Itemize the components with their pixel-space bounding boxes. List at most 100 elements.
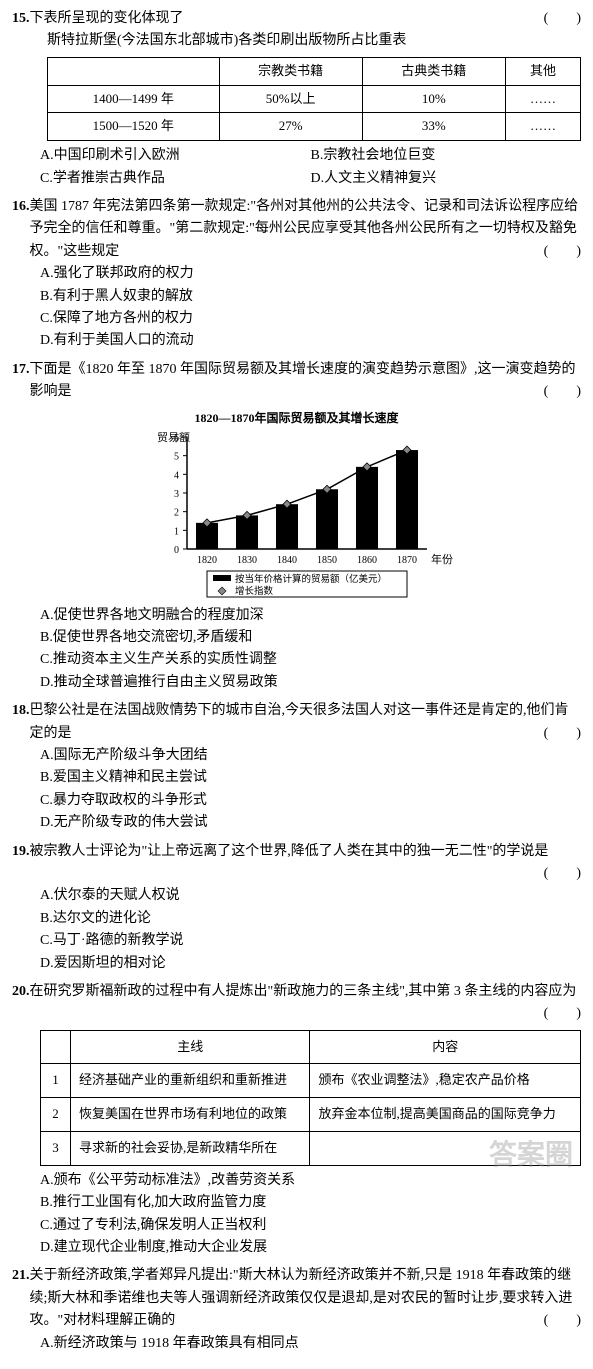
q-number: 16.: [12, 196, 30, 263]
option-c: C.保障了地方各州的权力: [40, 308, 581, 330]
svg-text:0: 0: [174, 545, 179, 556]
options: A.伏尔泰的天赋人权说 B.达尔文的进化论 C.马丁·路德的新教学说 D.爱因斯…: [40, 885, 581, 975]
option-b: B.促使世界各地交流密切,矛盾缓和: [40, 627, 581, 649]
stem: 下表所呈现的变化体现了: [30, 11, 184, 26]
option-a: A.中国印刷术引入欧洲: [40, 145, 311, 167]
svg-text:1820: 1820: [197, 555, 217, 566]
option-d: D.有利于美国人口的流动: [40, 330, 581, 352]
answer-paren: ( ): [544, 8, 581, 30]
question-20: 20. 在研究罗斯福新政的过程中有人提炼出"新政施力的三条主线",其中第 3 条…: [12, 981, 581, 1260]
svg-text:1840: 1840: [277, 555, 297, 566]
option-c: C.学者推崇古典作品: [40, 168, 311, 190]
answer-paren: ( ): [544, 1310, 581, 1332]
q-stem-text: 美国 1787 年宪法第四条第一款规定:"各州对其他州的公共法令、记录和司法诉讼…: [30, 196, 582, 263]
td: 1: [41, 1064, 71, 1098]
q-stem-text: 在研究罗斯福新政的过程中有人提炼出"新政施力的三条主线",其中第 3 条主线的内…: [30, 981, 582, 1026]
option-c: C.暴力夺取政权的斗争形式: [40, 790, 581, 812]
td: 1500—1520 年: [48, 113, 220, 141]
q-stem-text: 下面是《1820 年至 1870 年国际贸易额及其增长速度的演变趋势示意图》,这…: [30, 359, 582, 404]
stem: 下面是《1820 年至 1870 年国际贸易额及其增长速度的演变趋势示意图》,这…: [30, 362, 576, 399]
option-b: B.爱国主义精神和民主尝试: [40, 767, 581, 789]
q-number: 19.: [12, 841, 30, 886]
svg-text:年份: 年份: [431, 552, 453, 566]
options: A.颁布《公平劳动标准法》,改善劳资关系 B.推行工业国有化,加大政府监管力度 …: [40, 1170, 581, 1260]
td: ……: [505, 85, 580, 113]
question-19: 19. 被宗教人士评论为"让上帝远离了这个世界,降低了人类在其中的独一无二性"的…: [12, 841, 581, 975]
q-number: 20.: [12, 981, 30, 1026]
td: 放弃金本位制,提高美国商品的国际竞争力: [310, 1098, 581, 1132]
q-stem-text: 被宗教人士评论为"让上帝远离了这个世界,降低了人类在其中的独一无二性"的学说是 …: [30, 841, 582, 886]
q-stem-text: 关于新经济政策,学者郑异凡提出:"斯大林认为新经济政策并不新,只是 1918 年…: [30, 1265, 582, 1332]
svg-text:1: 1: [174, 526, 179, 537]
svg-text:1870: 1870: [397, 555, 417, 566]
question-21: 21. 关于新经济政策,学者郑异凡提出:"斯大林认为新经济政策并不新,只是 19…: [12, 1265, 581, 1355]
stem: 在研究罗斯福新政的过程中有人提炼出"新政施力的三条主线",其中第 3 条主线的内…: [30, 984, 577, 999]
option-c: C.推动资本主义生产关系的实质性调整: [40, 649, 581, 671]
th: 主线: [71, 1030, 310, 1064]
stem: 巴黎公社是在法国战败情势下的城市自治,今天很多法国人对这一事件还是肯定的,他们肯…: [30, 703, 569, 740]
td: ……: [505, 113, 580, 141]
td: 50%以上: [219, 85, 362, 113]
answer-paren: ( ): [544, 381, 581, 403]
option-a: A.促使世界各地文明融合的程度加深: [40, 605, 581, 627]
svg-text:1830: 1830: [237, 555, 257, 566]
q-stem-text: 下表所呈现的变化体现了 ( ): [30, 8, 582, 30]
th: [48, 57, 220, 85]
table-caption: 斯特拉斯堡(今法国东北部城市)各类印刷出版物所占比重表: [47, 30, 581, 52]
q-number: 18.: [12, 700, 30, 745]
option-a: A.颁布《公平劳动标准法》,改善劳资关系: [40, 1170, 581, 1192]
td: [310, 1132, 581, 1166]
td: 27%: [219, 113, 362, 141]
strasbourg-table: 宗教类书籍 古典类书籍 其他 1400—1499 年 50%以上 10% …… …: [47, 57, 581, 141]
options: A.中国印刷术引入欧洲 B.宗教社会地位巨变 C.学者推崇古典作品 D.人文主义…: [40, 145, 581, 190]
new-deal-table: 主线 内容 1 经济基础产业的重新组织和重新推进 颁布《农业调整法》,稳定农产品…: [40, 1030, 581, 1166]
td: 2: [41, 1098, 71, 1132]
th: 其他: [505, 57, 580, 85]
svg-text:4: 4: [174, 470, 179, 481]
option-d: D.推动全球普遍推行自由主义贸易政策: [40, 672, 581, 694]
stem: 被宗教人士评论为"让上帝远离了这个世界,降低了人类在其中的独一无二性"的学说是: [30, 844, 549, 859]
td: 10%: [362, 85, 505, 113]
trade-chart: 1820—1870年国际贸易额及其增长速度 贸易额012345618201830…: [12, 409, 581, 598]
option-d: D.建立现代企业制度,推动大企业发展: [40, 1237, 581, 1259]
stem: 关于新经济政策,学者郑异凡提出:"斯大林认为新经济政策并不新,只是 1918 年…: [30, 1268, 573, 1328]
option-b: B.有利于黑人奴隶的解放: [40, 286, 581, 308]
chart-title: 1820—1870年国际贸易额及其增长速度: [12, 409, 581, 428]
td: 3: [41, 1132, 71, 1166]
options: A.新经济政策与 1918 年春政策具有相同点: [40, 1333, 581, 1355]
svg-text:1850: 1850: [317, 555, 337, 566]
svg-text:2: 2: [174, 507, 179, 518]
svg-text:6: 6: [174, 433, 179, 444]
th: 古典类书籍: [362, 57, 505, 85]
td: 恢复美国在世界市场有利地位的政策: [71, 1098, 310, 1132]
q-stem-text: 巴黎公社是在法国战败情势下的城市自治,今天很多法国人对这一事件还是肯定的,他们肯…: [30, 700, 582, 745]
question-15: 15. 下表所呈现的变化体现了 ( ) 斯特拉斯堡(今法国东北部城市)各类印刷出…: [12, 8, 581, 190]
td: 1400—1499 年: [48, 85, 220, 113]
option-a: A.强化了联邦政府的权力: [40, 263, 581, 285]
option-b: B.宗教社会地位巨变: [311, 145, 582, 167]
th: 宗教类书籍: [219, 57, 362, 85]
option-d: D.爱因斯坦的相对论: [40, 953, 581, 975]
answer-paren: ( ): [544, 863, 581, 885]
q-number: 15.: [12, 8, 30, 30]
th: [41, 1030, 71, 1064]
option-d: D.人文主义精神复兴: [311, 168, 582, 190]
option-b: B.推行工业国有化,加大政府监管力度: [40, 1192, 581, 1214]
option-a: A.国际无产阶级斗争大团结: [40, 745, 581, 767]
answer-paren: ( ): [544, 241, 581, 263]
question-17: 17. 下面是《1820 年至 1870 年国际贸易额及其增长速度的演变趋势示意…: [12, 359, 581, 695]
svg-text:5: 5: [174, 451, 179, 462]
options: A.强化了联邦政府的权力 B.有利于黑人奴隶的解放 C.保障了地方各州的权力 D…: [40, 263, 581, 353]
answer-paren: ( ): [544, 723, 581, 745]
answer-paren: ( ): [544, 1003, 581, 1025]
option-a: A.新经济政策与 1918 年春政策具有相同点: [40, 1333, 581, 1355]
svg-text:按当年价格计算的贸易额（亿美元）: 按当年价格计算的贸易额（亿美元）: [235, 573, 387, 585]
question-16: 16. 美国 1787 年宪法第四条第一款规定:"各州对其他州的公共法令、记录和…: [12, 196, 581, 353]
q-number: 17.: [12, 359, 30, 404]
stem: 美国 1787 年宪法第四条第一款规定:"各州对其他州的公共法令、记录和司法诉讼…: [30, 199, 579, 259]
td: 颁布《农业调整法》,稳定农产品价格: [310, 1064, 581, 1098]
svg-text:3: 3: [174, 489, 179, 500]
q-number: 21.: [12, 1265, 30, 1332]
question-18: 18. 巴黎公社是在法国战败情势下的城市自治,今天很多法国人对这一事件还是肯定的…: [12, 700, 581, 834]
td: 33%: [362, 113, 505, 141]
